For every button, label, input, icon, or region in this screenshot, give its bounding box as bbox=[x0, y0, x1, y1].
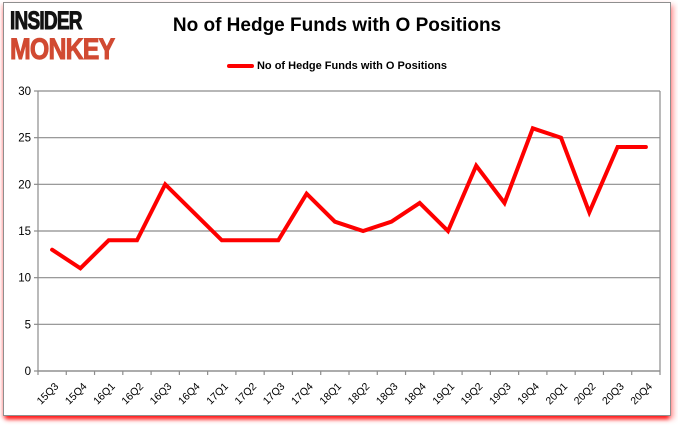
xtick-label-16Q1: 16Q1 bbox=[91, 381, 118, 408]
xtick-label-19Q3: 19Q3 bbox=[487, 381, 514, 408]
xtick-label-20Q4: 20Q4 bbox=[628, 381, 655, 408]
legend-label: No of Hedge Funds with O Positions bbox=[256, 60, 448, 72]
xtick-label-18Q4: 18Q4 bbox=[402, 381, 429, 408]
ytick-label-0: 0 bbox=[25, 366, 31, 378]
ytick-label-20: 20 bbox=[18, 179, 31, 191]
xtick-label-20Q1: 20Q1 bbox=[544, 381, 571, 408]
ytick-label-25: 25 bbox=[18, 133, 31, 145]
ytick-label-5: 5 bbox=[25, 319, 31, 331]
line-chart: 0 5 10 15 20 25 30 15Q3 15Q4 16Q1 16Q2 16Q3 16Q4 17Q1… bbox=[18, 86, 661, 408]
xtick-label-16Q3: 16Q3 bbox=[148, 381, 175, 408]
chart-title: No of Hedge Funds with O Positions bbox=[172, 15, 502, 36]
logo-text-insider: INSIDER bbox=[10, 7, 83, 35]
legend-line-marker bbox=[226, 64, 254, 68]
xtick-label-16Q2: 16Q2 bbox=[119, 381, 146, 408]
xtick-label-18Q1: 18Q1 bbox=[317, 381, 344, 408]
xtick-label-17Q3: 17Q3 bbox=[261, 381, 288, 408]
xtick-label-17Q2: 17Q2 bbox=[233, 381, 260, 408]
chart-card: INSIDER MONKEY No of Hedge Funds with O … bbox=[3, 2, 671, 416]
xtick-label-20Q2: 20Q2 bbox=[572, 381, 599, 408]
xtick-label-20Q3: 20Q3 bbox=[600, 381, 627, 408]
xtick-label-17Q4: 17Q4 bbox=[289, 381, 316, 408]
logo-text-monkey: MONKEY bbox=[10, 33, 116, 66]
xtick-label-18Q3: 18Q3 bbox=[374, 381, 401, 408]
ytick-label-10: 10 bbox=[18, 273, 31, 285]
xtick-label-16Q4: 16Q4 bbox=[176, 381, 203, 408]
xtick-label-15Q3: 15Q3 bbox=[35, 381, 62, 408]
xtick-label-19Q4: 19Q4 bbox=[515, 381, 542, 408]
xtick-label-19Q1: 19Q1 bbox=[430, 381, 457, 408]
series-line bbox=[50, 125, 648, 271]
xtick-label-15Q4: 15Q4 bbox=[63, 381, 90, 408]
chart-legend: No of Hedge Funds with O Positions bbox=[4, 60, 670, 72]
ytick-label-30: 30 bbox=[18, 86, 31, 98]
insider-monkey-logo: INSIDER MONKEY bbox=[10, 7, 136, 66]
xtick-label-18Q2: 18Q2 bbox=[346, 381, 373, 408]
ytick-label-15: 15 bbox=[18, 226, 31, 238]
xtick-label-17Q1: 17Q1 bbox=[204, 381, 231, 408]
xtick-label-19Q2: 19Q2 bbox=[459, 381, 486, 408]
